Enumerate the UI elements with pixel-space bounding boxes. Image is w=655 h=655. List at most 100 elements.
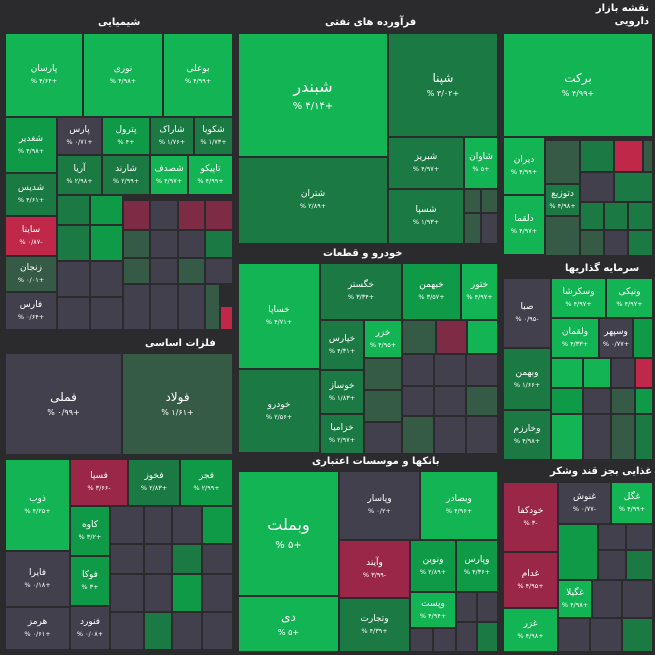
tile-small[interactable] bbox=[466, 416, 498, 454]
tile-faira[interactable]: فایرا +۰/۱۸ % bbox=[5, 551, 70, 607]
tile-small[interactable] bbox=[205, 258, 233, 284]
tile-khodro[interactable]: خودرو +۲/۵۶ % bbox=[238, 369, 320, 453]
tile-small[interactable] bbox=[551, 414, 583, 460]
tile-small[interactable] bbox=[178, 230, 205, 258]
tile-shavan[interactable]: شاوان +۵ % bbox=[464, 137, 498, 189]
tile-small[interactable] bbox=[551, 388, 583, 414]
tile-diran[interactable]: دیران +۴/۹۹ % bbox=[503, 137, 545, 195]
tile-ghzar[interactable]: غزر +۴/۹۸ % bbox=[503, 608, 558, 652]
tile-small[interactable] bbox=[123, 200, 150, 230]
tile-shapna[interactable]: شپنا +۳/۰۲ % bbox=[388, 33, 498, 137]
tile-small[interactable] bbox=[172, 544, 202, 574]
tile-small[interactable] bbox=[144, 506, 172, 544]
tile-small[interactable] bbox=[466, 354, 498, 386]
tile-small[interactable] bbox=[172, 612, 202, 650]
tile-small[interactable] bbox=[583, 358, 611, 388]
tile-small[interactable] bbox=[123, 258, 150, 284]
tile-fkhuz[interactable]: فخوز +۲/۸۳ % bbox=[128, 459, 180, 506]
tile-small[interactable] bbox=[410, 628, 433, 652]
tile-small[interactable] bbox=[580, 230, 604, 256]
tile-small[interactable] bbox=[434, 386, 466, 416]
tile-small[interactable] bbox=[604, 202, 628, 230]
tile-foolad[interactable]: فولاد +۱/۶۱ % bbox=[122, 353, 233, 455]
tile-small[interactable] bbox=[90, 261, 123, 297]
tile-vbsader[interactable]: وبصادر +۴/۹۶ % bbox=[420, 471, 498, 540]
tile-small[interactable] bbox=[580, 202, 604, 230]
tile-small[interactable] bbox=[598, 524, 626, 550]
tile-khodkafa[interactable]: خودکفا -۳ % bbox=[503, 482, 558, 552]
tile-small[interactable] bbox=[464, 213, 481, 244]
tile-zob[interactable]: ذوب +۴/۲۵ % bbox=[5, 459, 70, 551]
tile-small[interactable] bbox=[633, 318, 653, 358]
tile-small[interactable] bbox=[402, 416, 434, 454]
tile-vayand[interactable]: وآیند -۳/۹۹ % bbox=[339, 540, 410, 598]
tile-vnovin[interactable]: ونوین +۲/۸۹ % bbox=[410, 540, 456, 592]
tile-small[interactable] bbox=[611, 414, 635, 460]
tile-small[interactable] bbox=[110, 574, 144, 612]
tile-di[interactable]: دی +۵ % bbox=[238, 596, 339, 652]
tile-small[interactable] bbox=[123, 230, 150, 258]
tile-small[interactable] bbox=[110, 612, 144, 650]
tile-pars[interactable]: پارس +۰/۷۱ % bbox=[57, 117, 102, 155]
tile-small[interactable] bbox=[456, 622, 477, 652]
tile-shdis[interactable]: شدیس +۴/۶۱ % bbox=[5, 173, 57, 216]
tile-small[interactable] bbox=[144, 574, 172, 612]
tile-fars[interactable]: فارس +۰/۶۴ % bbox=[5, 292, 57, 330]
tile-vtejarat[interactable]: وتجارت +۴/۳۹ % bbox=[339, 598, 410, 652]
tile-small[interactable] bbox=[57, 225, 90, 261]
tile-vbmellat[interactable]: وبملت +۵ % bbox=[238, 471, 339, 596]
tile-sharand[interactable]: شارند +۲/۹۹ % bbox=[102, 155, 150, 195]
tile-parsan[interactable]: پارسان +۴/۶۴ % bbox=[5, 33, 83, 117]
tile-small[interactable] bbox=[635, 358, 653, 388]
tile-small[interactable] bbox=[583, 388, 611, 414]
tile-seba[interactable]: صبا -۰/۹۵ % bbox=[503, 278, 551, 348]
tile-small[interactable] bbox=[57, 261, 90, 297]
tile-khgostar[interactable]: خگستر +۳/۳۴ % bbox=[320, 263, 402, 320]
tile-small[interactable] bbox=[220, 306, 233, 330]
tile-small[interactable] bbox=[626, 524, 653, 550]
tile-small[interactable] bbox=[545, 140, 580, 184]
tile-small[interactable] bbox=[477, 622, 498, 652]
tile-small[interactable] bbox=[202, 574, 233, 612]
tile-hormoz[interactable]: هرمز +۰/۶۱ % bbox=[5, 607, 70, 650]
tile-khsazh[interactable]: خوساز +۱/۸۳ % bbox=[320, 370, 364, 414]
tile-small[interactable] bbox=[626, 550, 653, 580]
tile-small[interactable] bbox=[90, 225, 123, 261]
tile-small[interactable] bbox=[481, 213, 498, 244]
tile-shghadir[interactable]: شغدیر +۴/۹۸ % bbox=[5, 117, 57, 173]
tile-small[interactable] bbox=[545, 216, 580, 256]
tile-small[interactable] bbox=[172, 506, 202, 544]
tile-small[interactable] bbox=[202, 612, 233, 650]
tile-khzamya[interactable]: خزامیا +۲/۹۷ % bbox=[320, 414, 364, 454]
tile-small[interactable] bbox=[466, 386, 498, 416]
tile-kave[interactable]: کاوه +۳/۲ % bbox=[70, 506, 110, 556]
tile-shsepa[interactable]: شسپا +۱/۹۳ % bbox=[388, 189, 464, 244]
tile-shkoya[interactable]: شکویا +۱/۷۳ % bbox=[194, 117, 233, 155]
tile-small[interactable] bbox=[90, 195, 123, 225]
tile-small[interactable] bbox=[464, 189, 481, 213]
tile-small[interactable] bbox=[635, 414, 653, 460]
tile-small[interactable] bbox=[622, 618, 653, 652]
tile-small[interactable] bbox=[598, 550, 626, 580]
tile-shabandar[interactable]: شبندر +۴/۱۴ % bbox=[238, 33, 388, 157]
tile-ghgol[interactable]: غگل +۴/۹۹ % bbox=[611, 482, 653, 524]
tile-small[interactable] bbox=[628, 202, 653, 230]
tile-barkat[interactable]: برکت +۴/۹۹ % bbox=[503, 33, 653, 137]
tile-small[interactable] bbox=[364, 358, 402, 390]
tile-small[interactable] bbox=[481, 189, 498, 213]
tile-foka[interactable]: فوکا +۳ % bbox=[70, 556, 110, 606]
tile-vlqman[interactable]: ولقمان +۴/۳۳ % bbox=[551, 318, 599, 358]
tile-vaskharsha[interactable]: وسکرشا +۴/۹۷ % bbox=[551, 278, 606, 318]
tile-small[interactable] bbox=[434, 354, 466, 386]
tile-small[interactable] bbox=[205, 200, 233, 230]
tile-tapiko[interactable]: تاپیکو +۴/۹۹ % bbox=[188, 155, 233, 195]
tile-ghgola[interactable]: غگیلا +۴/۹۸ % bbox=[558, 580, 592, 618]
tile-small[interactable] bbox=[590, 618, 622, 652]
tile-small[interactable] bbox=[436, 320, 467, 354]
tile-fasepa[interactable]: فسپا -۳/۶۶ % bbox=[70, 459, 128, 506]
tile-shsadf[interactable]: شصدف +۴/۹۷ % bbox=[150, 155, 188, 195]
tile-small[interactable] bbox=[123, 284, 150, 330]
tile-small[interactable] bbox=[150, 258, 178, 284]
tile-small[interactable] bbox=[434, 416, 466, 454]
tile-small[interactable] bbox=[402, 386, 434, 416]
